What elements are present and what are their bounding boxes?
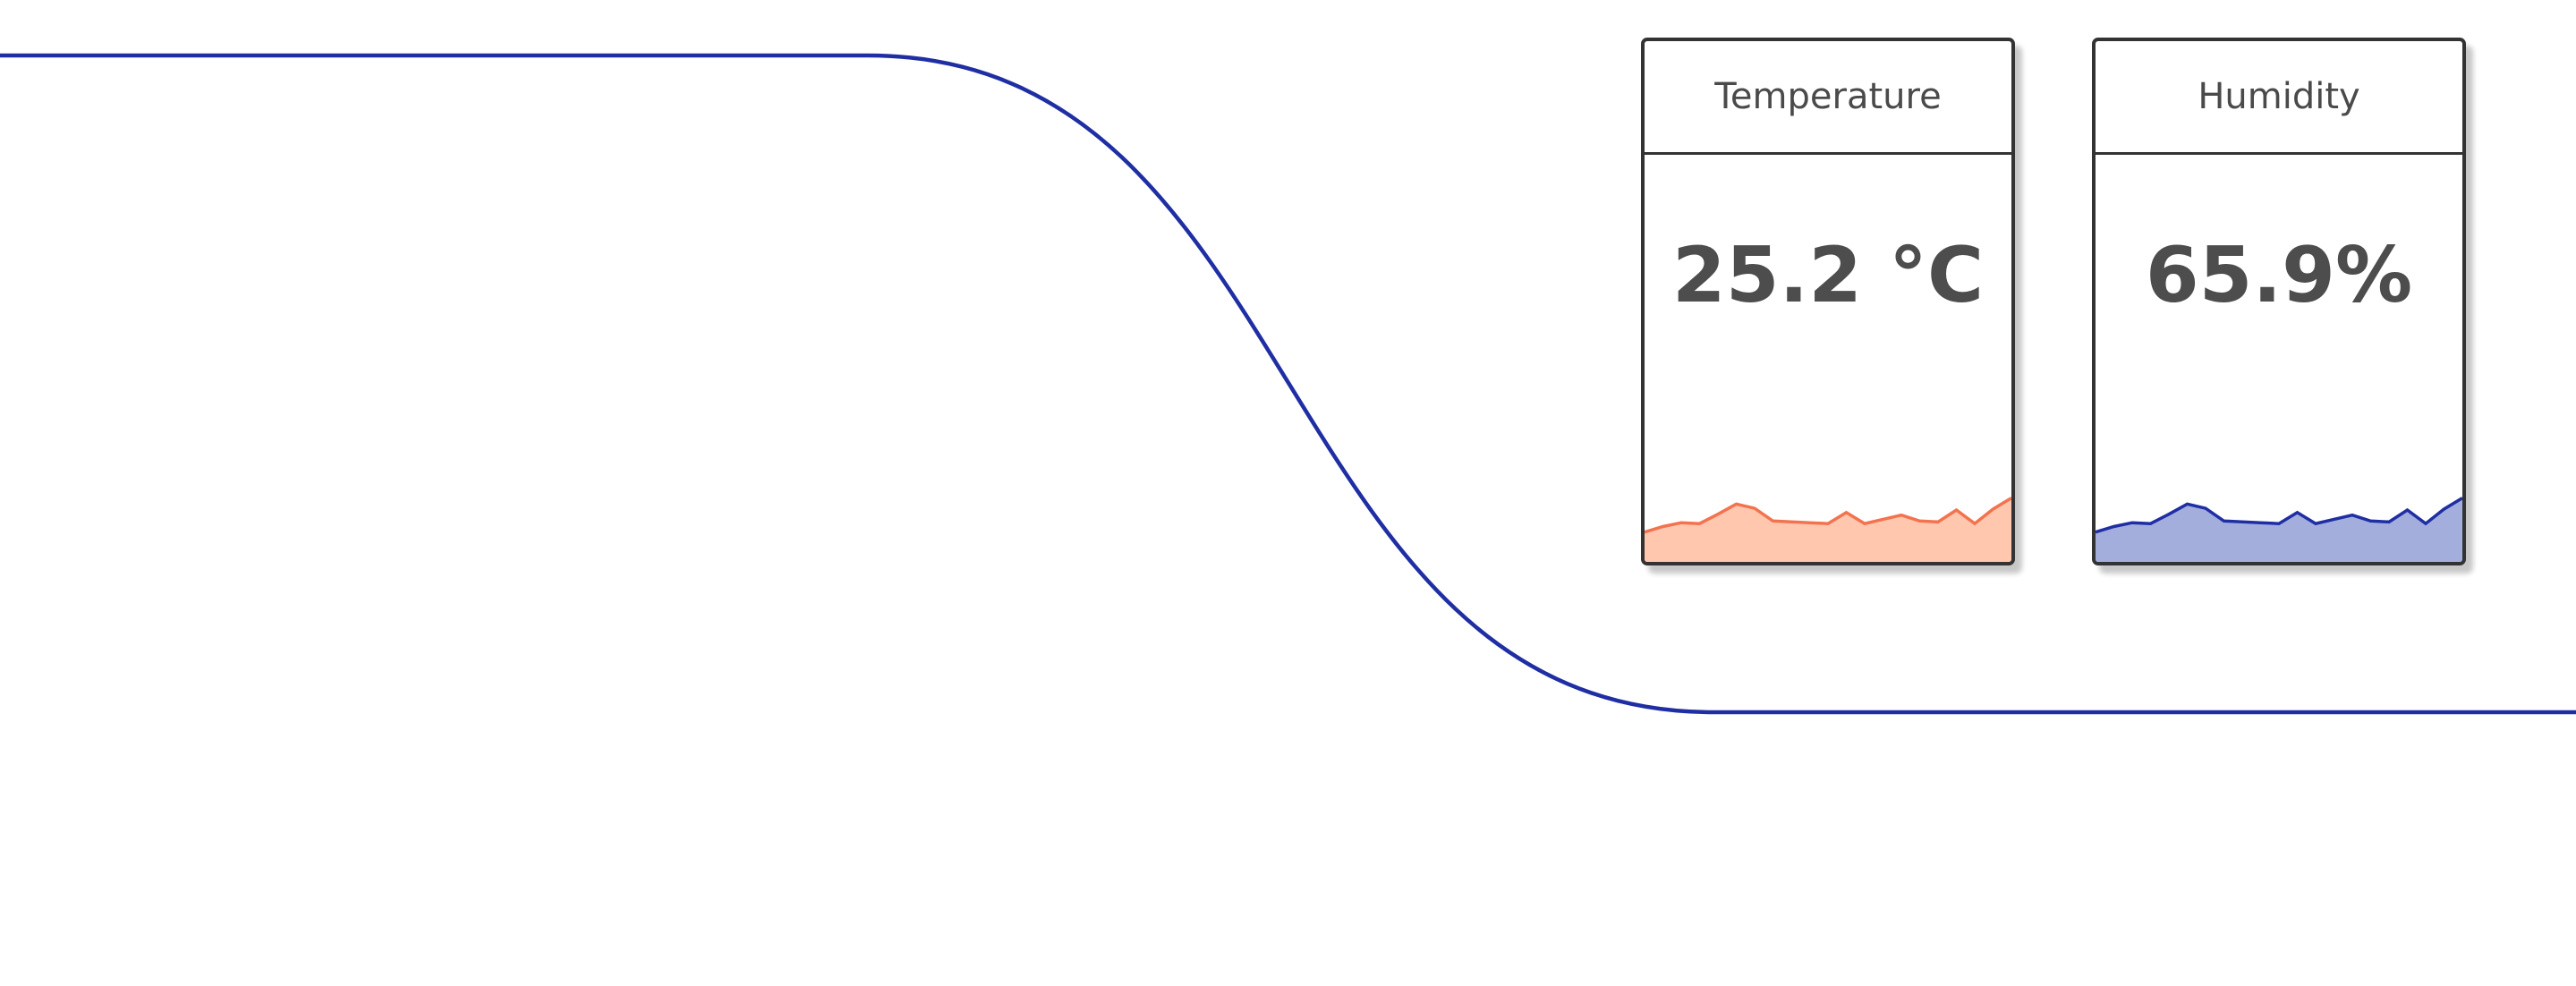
temperature-value: 25.2 °C [1671, 231, 1985, 320]
temperature-card: Temperature 25.2 °C [1641, 38, 2015, 565]
humidity-card: Humidity 65.9% [2092, 38, 2466, 565]
temperature-sparkline [1645, 497, 2011, 562]
temperature-sparkline-area [1645, 497, 2011, 562]
humidity-sparkline-area [2096, 497, 2462, 562]
humidity-sparkline-line [2096, 497, 2462, 534]
temperature-card-title: Temperature [1645, 41, 2011, 155]
humidity-sparkline [2096, 497, 2462, 562]
humidity-card-title: Humidity [2096, 41, 2462, 155]
temperature-sparkline-line [1645, 497, 2011, 534]
humidity-value: 65.9% [2145, 231, 2413, 320]
